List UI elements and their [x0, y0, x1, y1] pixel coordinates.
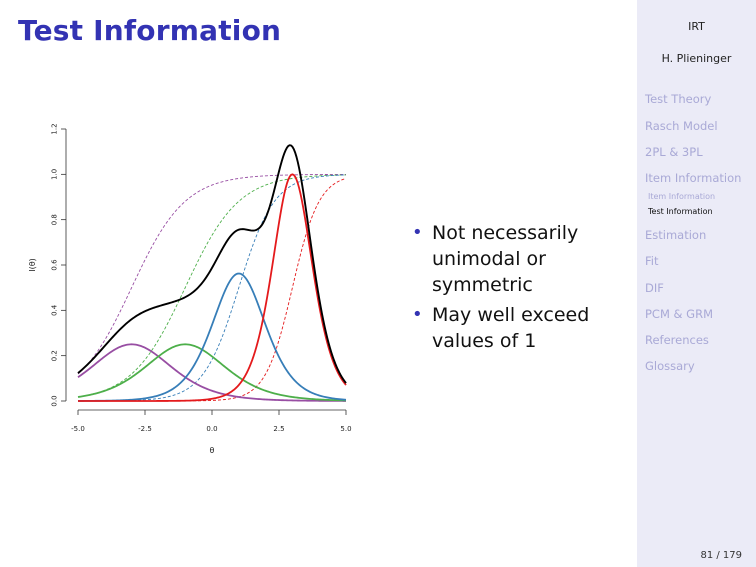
sidebar-item-test-theory[interactable]: Test Theory: [645, 92, 712, 106]
sidebar: IRT H. Plieninger Test Theory Rasch Mode…: [637, 0, 756, 567]
sidebar-item-rasch-model[interactable]: Rasch Model: [645, 119, 718, 133]
bullet-list: • Not necessarily unimodal or symmetric …: [412, 220, 612, 358]
sidebar-subitem-test-information[interactable]: Test Information: [648, 207, 713, 216]
sidebar-item-fit[interactable]: Fit: [645, 254, 659, 268]
item-information-curve: [77, 343, 347, 402]
sidebar-item-dif[interactable]: DIF: [645, 281, 664, 295]
item-information-curve: [77, 272, 347, 402]
x-axis-label: θ: [210, 446, 215, 455]
bullet-item: • Not necessarily unimodal or symmetric: [412, 220, 612, 298]
sidebar-item-2pl-3pl[interactable]: 2PL & 3PL: [645, 145, 703, 159]
icc-curve: [78, 177, 347, 402]
sidebar-item-references[interactable]: References: [645, 333, 709, 347]
y-tick-label: 1.0: [51, 169, 59, 180]
page-number: 81 / 179: [700, 550, 742, 561]
sidebar-subitem-item-information[interactable]: Item Information: [648, 192, 716, 201]
bullet-marker: •: [412, 304, 423, 325]
x-tick-label: -2.5: [138, 425, 152, 433]
slide-title: Test Information: [18, 14, 282, 47]
sidebar-item-pcm-grm[interactable]: PCM & GRM: [645, 307, 713, 321]
sidebar-item-item-information[interactable]: Item Information: [645, 171, 742, 185]
y-tick-label: 0.4: [51, 304, 59, 316]
y-tick-label: 0.6: [51, 259, 59, 271]
sidebar-author: H. Plieninger: [661, 52, 732, 65]
x-tick-label: 0.0: [206, 425, 217, 433]
x-tick-label: 2.5: [273, 425, 284, 433]
sidebar-item-estimation[interactable]: Estimation: [645, 228, 707, 242]
item-information-curve: [77, 343, 346, 402]
bullet-text: Not necessarily unimodal or symmetric: [432, 222, 579, 296]
y-axis-label: I(θ): [28, 258, 37, 272]
y-tick-label: 0.0: [51, 395, 59, 406]
bullet-item: • May well exceed values of 1: [412, 302, 612, 354]
y-tick-label: 0.2: [51, 350, 59, 361]
sidebar-item-glossary[interactable]: Glossary: [645, 359, 695, 373]
x-tick-label: 5.0: [340, 425, 351, 433]
test-information-curve: [77, 144, 347, 384]
y-tick-label: 1.2: [51, 123, 59, 134]
y-tick-label: 0.8: [51, 214, 59, 225]
item-information-curve: [78, 173, 347, 402]
test-information-chart: -5.0 -2.5 0.0 2.5 5.0 0.0 0.2 0.4 0.6 0.8 1.0 1.2 θ I…: [0, 110, 400, 474]
bullet-marker: •: [412, 222, 423, 243]
x-tick-label: -5.0: [71, 425, 85, 433]
sidebar-title: IRT: [688, 20, 705, 33]
bullet-text: May well exceed values of 1: [432, 304, 590, 352]
